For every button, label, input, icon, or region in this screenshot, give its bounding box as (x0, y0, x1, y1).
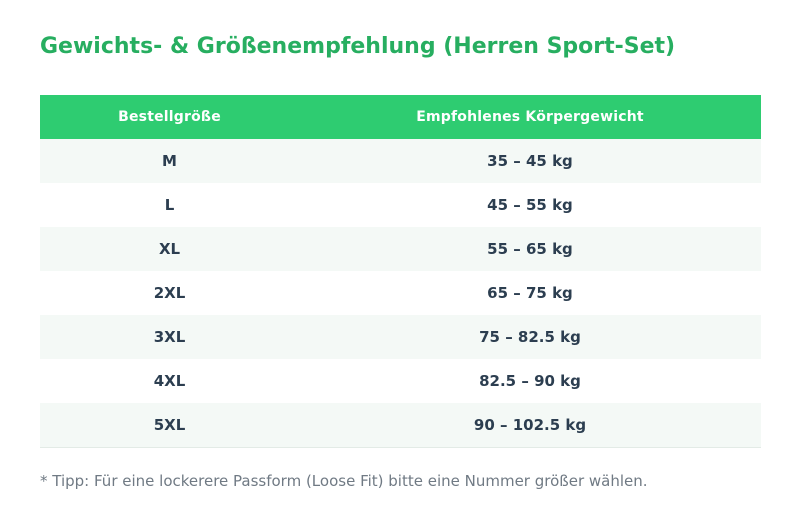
weight-cell: 90 – 102.5 kg (299, 403, 761, 448)
table-row: 2XL 65 – 75 kg (40, 271, 761, 315)
size-cell: 4XL (40, 359, 299, 403)
table-header-row: Bestellgröße Empfohlenes Körpergewicht (40, 95, 761, 139)
size-cell: L (40, 183, 299, 227)
table-row: 3XL 75 – 82.5 kg (40, 315, 761, 359)
column-header-weight: Empfohlenes Körpergewicht (299, 95, 761, 139)
table-row: XL 55 – 65 kg (40, 227, 761, 271)
table-row: 5XL 90 – 102.5 kg (40, 403, 761, 448)
size-cell: 2XL (40, 271, 299, 315)
size-chart-table: Bestellgröße Empfohlenes Körpergewicht M… (40, 95, 761, 448)
weight-cell: 55 – 65 kg (299, 227, 761, 271)
weight-cell: 75 – 82.5 kg (299, 315, 761, 359)
size-cell: M (40, 139, 299, 183)
size-cell: 5XL (40, 403, 299, 448)
weight-cell: 65 – 75 kg (299, 271, 761, 315)
table-row: L 45 – 55 kg (40, 183, 761, 227)
page-title: Gewichts- & Größenempfehlung (Herren Spo… (40, 34, 676, 59)
size-cell: XL (40, 227, 299, 271)
table-row: M 35 – 45 kg (40, 139, 761, 183)
fit-tip-note: * Tipp: Für eine lockerere Passform (Loo… (40, 472, 648, 490)
weight-cell: 35 – 45 kg (299, 139, 761, 183)
weight-cell: 82.5 – 90 kg (299, 359, 761, 403)
column-header-size: Bestellgröße (40, 95, 299, 139)
size-cell: 3XL (40, 315, 299, 359)
weight-cell: 45 – 55 kg (299, 183, 761, 227)
table-row: 4XL 82.5 – 90 kg (40, 359, 761, 403)
